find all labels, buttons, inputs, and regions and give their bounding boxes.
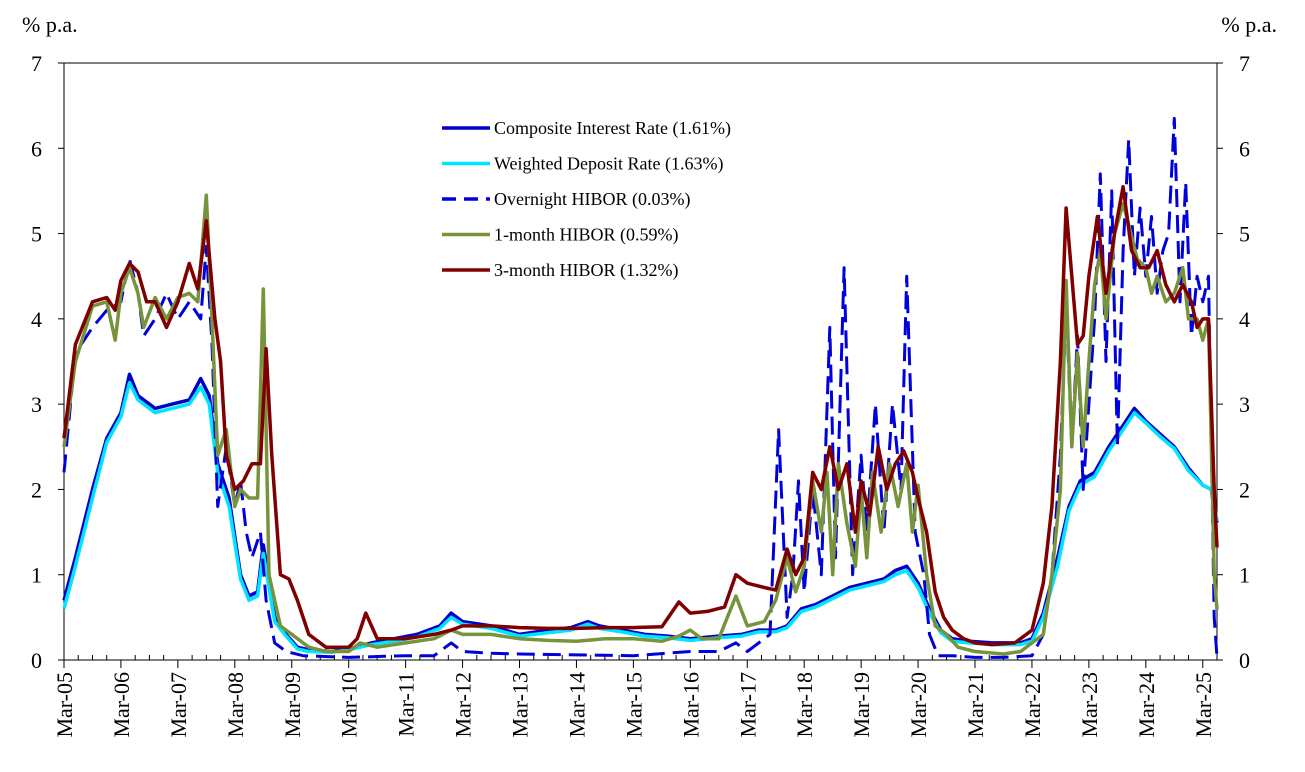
x-tick-label: Mar-07: [166, 672, 191, 738]
x-tick-label: Mar-06: [109, 672, 134, 738]
series-line-3: [62, 193, 1219, 656]
x-tick-label: Mar-25: [1191, 672, 1216, 738]
x-tick-label: Mar-11: [394, 672, 419, 737]
y-tick-label-right: 7: [1239, 51, 1250, 76]
series-line-1: [62, 381, 1219, 655]
x-tick-label: Mar-20: [906, 672, 931, 738]
x-tick-label: Mar-05: [52, 672, 77, 738]
x-tick-label: Mar-15: [621, 672, 646, 738]
x-tick-label: Mar-24: [1134, 672, 1159, 738]
y-tick-label-left: 3: [31, 392, 42, 417]
y-tick-label-left: 7: [31, 51, 42, 76]
x-tick-label: Mar-17: [735, 672, 760, 738]
legend-label-4: 3-month HIBOR (1.32%): [494, 260, 678, 281]
x-tick-label: Mar-16: [678, 672, 703, 738]
y-tick-label-left: 6: [31, 136, 42, 161]
series-line-4: [62, 184, 1219, 649]
x-tick-label: Mar-13: [508, 672, 533, 738]
y-tick-label-left: 0: [31, 648, 42, 673]
x-tick-label: Mar-09: [280, 672, 305, 738]
y-tick-label-left: 4: [31, 307, 42, 332]
plot-frame: [63, 62, 1218, 661]
x-tick-label: Mar-12: [451, 672, 476, 738]
x-tick-label: Mar-18: [792, 672, 817, 738]
legend: Composite Interest Rate (1.61%) Weighted …: [442, 118, 731, 281]
x-tick-label: Mar-21: [963, 672, 988, 738]
y-tick-label-right: 1: [1239, 563, 1250, 588]
y-tick-label-left: 1: [31, 563, 42, 588]
y-axis-unit-right: % p.a.: [1221, 12, 1277, 37]
y-axis-unit-left: % p.a.: [22, 12, 78, 37]
y-tick-label-left: 5: [31, 222, 42, 247]
y-tick-label-left: 2: [31, 477, 42, 502]
x-tick-label: Mar-14: [564, 672, 589, 738]
series-lines: [62, 116, 1219, 659]
x-tick-label: Mar-22: [1020, 672, 1045, 738]
x-tick-label: Mar-19: [849, 672, 874, 738]
x-tick-label: Mar-08: [223, 672, 248, 738]
legend-label-2: Overnight HIBOR (0.03%): [494, 189, 690, 210]
y-tick-label-right: 6: [1239, 136, 1250, 161]
y-tick-label-right: 5: [1239, 222, 1250, 247]
legend-label-3: 1-month HIBOR (0.59%): [494, 225, 678, 246]
legend-label-0: Composite Interest Rate (1.61%): [494, 118, 731, 139]
x-tick-label: Mar-23: [1077, 672, 1102, 738]
y-tick-label-right: 2: [1239, 477, 1250, 502]
y-tick-label-right: 3: [1239, 392, 1250, 417]
x-tick-label: Mar-10: [337, 672, 362, 738]
y-tick-label-right: 0: [1239, 648, 1250, 673]
axis-ticks: 0 0 1 1 2 2 3 3 4 4 5 5 6 6 7 7 Mar-05 Mar-06 Mar-07 Mar-08…: [31, 51, 1250, 738]
legend-label-1: Weighted Deposit Rate (1.63%): [494, 154, 724, 175]
y-tick-label-right: 4: [1239, 307, 1250, 332]
